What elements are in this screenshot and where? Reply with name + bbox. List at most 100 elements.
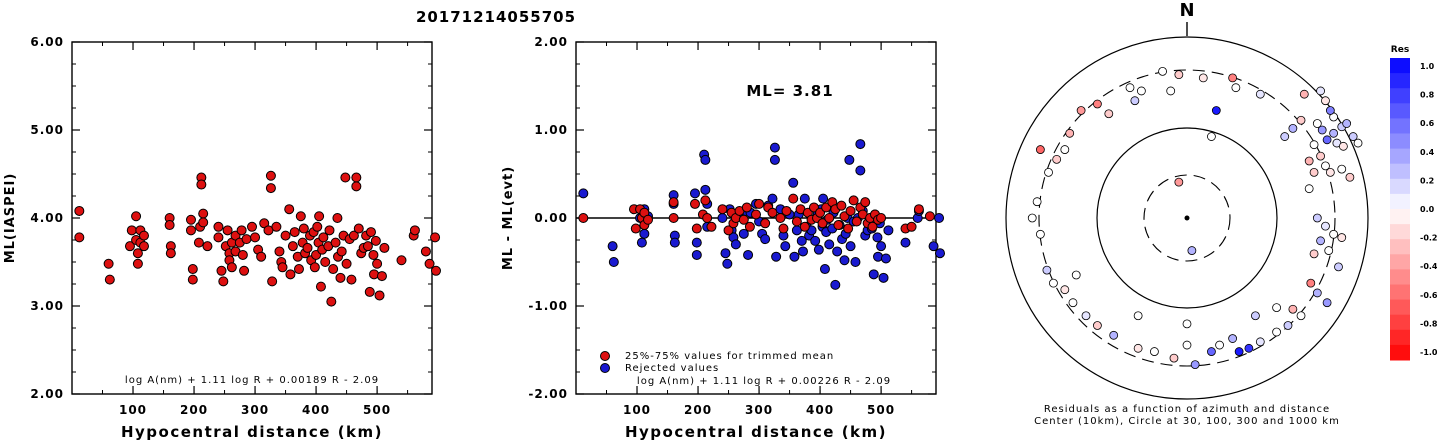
colorbar-cell bbox=[1390, 269, 1410, 285]
colorbar-tick-label: 0.8 bbox=[1420, 91, 1435, 100]
data-point bbox=[256, 251, 267, 262]
data-point bbox=[760, 234, 771, 245]
data-point bbox=[165, 248, 176, 259]
data-point bbox=[213, 232, 224, 243]
data-point bbox=[810, 235, 821, 246]
data-point bbox=[430, 232, 441, 243]
colorbar-cell bbox=[1390, 299, 1410, 316]
plot-frame bbox=[71, 41, 433, 395]
station-residual-point bbox=[1133, 343, 1143, 353]
data-point bbox=[131, 211, 142, 222]
data-point bbox=[833, 220, 844, 231]
data-point bbox=[326, 296, 337, 307]
station-residual-point bbox=[1060, 285, 1070, 295]
data-point bbox=[196, 179, 207, 190]
data-point bbox=[836, 200, 847, 211]
station-residual-point bbox=[1348, 132, 1358, 141]
data-point bbox=[104, 274, 115, 285]
data-point bbox=[900, 237, 911, 248]
colorbar-cell bbox=[1390, 254, 1410, 270]
station-residual-point bbox=[1338, 141, 1348, 151]
station-residual-point bbox=[1093, 99, 1102, 109]
data-point bbox=[668, 197, 679, 208]
station-residual-point bbox=[1234, 347, 1244, 356]
data-point bbox=[851, 216, 862, 227]
station-residual-point bbox=[1211, 106, 1221, 115]
data-point bbox=[702, 213, 713, 223]
data-point bbox=[781, 205, 792, 216]
data-point bbox=[771, 251, 782, 262]
station-residual-point bbox=[1174, 177, 1184, 187]
station-residual-point bbox=[1255, 89, 1265, 99]
colorbar-cell bbox=[1390, 133, 1410, 150]
colorbar-cell bbox=[1390, 314, 1410, 331]
data-point bbox=[312, 221, 323, 232]
data-point bbox=[876, 241, 887, 252]
station-residual-point bbox=[1325, 167, 1335, 177]
station-residual-point bbox=[1215, 340, 1224, 350]
residual-distance-plot: 100 200 300 400 500 -2.00 -1.00 0.00 1.00 2.00 ML… bbox=[501, 35, 945, 441]
data-point bbox=[860, 197, 871, 208]
station-residual-point bbox=[1312, 288, 1322, 298]
colorbar-tick-label: -0.2 bbox=[1420, 234, 1437, 243]
colorbar-cell bbox=[1390, 344, 1410, 361]
formula: log A(nm) + 1.11 log R + 0.00226 R - 2.0… bbox=[637, 376, 891, 387]
data-point bbox=[431, 265, 441, 276]
formula: log A(nm) + 1.11 log R + 0.00189 R - 2.0… bbox=[125, 375, 379, 386]
data-point bbox=[775, 213, 786, 223]
colorbar-tick-label: -0.8 bbox=[1420, 319, 1437, 328]
station-residual-point bbox=[1329, 128, 1339, 138]
data-point bbox=[320, 257, 331, 267]
colorbar-cell bbox=[1390, 103, 1410, 119]
station-residual-point bbox=[1251, 311, 1260, 321]
data-point bbox=[669, 237, 680, 248]
x-tick-label: 400 bbox=[302, 403, 330, 417]
data-point bbox=[741, 202, 752, 213]
station-residual-point bbox=[1296, 115, 1306, 125]
data-point bbox=[706, 221, 717, 232]
data-point bbox=[340, 172, 351, 183]
data-point bbox=[302, 242, 313, 253]
station-residual-point bbox=[1304, 156, 1314, 166]
colorbar-cell bbox=[1390, 329, 1410, 346]
data-point bbox=[409, 225, 420, 236]
data-point bbox=[855, 165, 866, 176]
data-point bbox=[769, 154, 780, 165]
station-residual-point bbox=[1169, 353, 1179, 363]
station-residual-point bbox=[1353, 138, 1363, 148]
data-point bbox=[850, 257, 861, 267]
data-point bbox=[813, 244, 824, 255]
data-point bbox=[738, 228, 749, 239]
data-point bbox=[368, 249, 379, 260]
y-tick-label: 6.00 bbox=[30, 35, 64, 49]
data-point bbox=[855, 139, 866, 150]
y-tick-label: 2.00 bbox=[534, 35, 568, 49]
data-point bbox=[791, 216, 802, 227]
colorbar-tick-label: 0.4 bbox=[1420, 148, 1435, 157]
data-point bbox=[139, 230, 149, 241]
data-point bbox=[819, 264, 830, 275]
x-tick-label: 200 bbox=[180, 403, 208, 417]
data-point bbox=[274, 246, 285, 257]
data-point bbox=[336, 246, 347, 257]
data-point bbox=[185, 225, 196, 236]
data-point bbox=[788, 193, 799, 204]
station-residual-point bbox=[1198, 73, 1208, 83]
data-point bbox=[767, 193, 778, 204]
data-point bbox=[934, 213, 945, 223]
station-residual-point bbox=[1322, 135, 1332, 145]
x-tick-label: 200 bbox=[684, 403, 712, 417]
station-residual-point bbox=[1321, 161, 1330, 171]
station-residual-point bbox=[1309, 249, 1319, 259]
data-point bbox=[760, 218, 771, 229]
data-point bbox=[187, 274, 198, 285]
circle-100km bbox=[1096, 127, 1278, 309]
data-point bbox=[346, 274, 357, 285]
colorbar-cell bbox=[1390, 73, 1410, 89]
station-residual-point bbox=[1316, 151, 1325, 161]
data-point bbox=[691, 237, 702, 248]
data-point bbox=[738, 214, 749, 225]
circle-30km bbox=[1143, 174, 1231, 262]
station-residual-point bbox=[1228, 73, 1238, 83]
station-residual-point bbox=[1060, 145, 1070, 154]
